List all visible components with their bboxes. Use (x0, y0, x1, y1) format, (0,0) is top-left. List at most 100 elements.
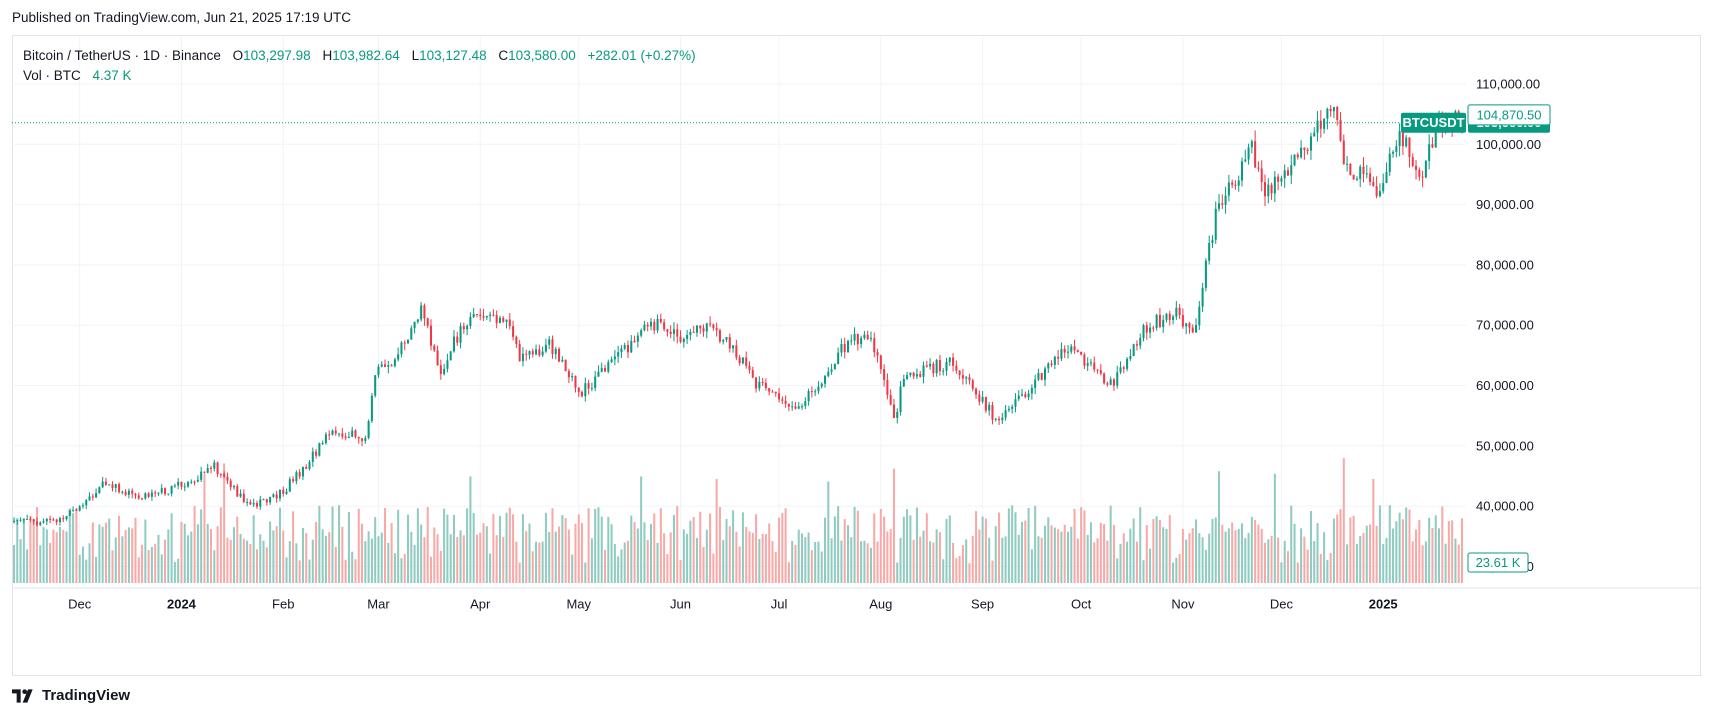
legend-close-value: 103,580.00 (508, 48, 576, 63)
chart-frame[interactable] (12, 35, 1701, 676)
volume-bar (292, 511, 295, 583)
volume-bar (1260, 528, 1263, 583)
candle-body (242, 493, 245, 503)
volume-bar (1014, 512, 1017, 583)
candle-body (305, 467, 308, 469)
volume-bar (193, 506, 196, 583)
volume-bar (984, 518, 987, 583)
candle-body (209, 467, 213, 469)
volume-bar (1132, 518, 1135, 583)
volume-bar (981, 516, 984, 583)
candle-body (892, 404, 895, 419)
candle-body (794, 406, 797, 409)
volume-bar (278, 507, 281, 583)
candle-body (558, 348, 561, 362)
volume-bar (866, 543, 869, 583)
volume-bar (1411, 541, 1414, 583)
candle-body (1257, 167, 1260, 169)
candle-body (1260, 168, 1263, 183)
candle-body (255, 503, 258, 507)
candle-body (610, 359, 613, 363)
volume-bar (1211, 518, 1214, 583)
volume-bar (180, 522, 183, 583)
date-axis-label: Aug (869, 597, 892, 612)
volume-bar (1277, 537, 1280, 583)
candle-body (968, 377, 971, 381)
candle-body (695, 325, 698, 333)
volume-bar (942, 559, 945, 583)
volume-bar (991, 560, 994, 583)
candle-body (1172, 316, 1175, 320)
volume-bar (892, 468, 895, 583)
candle-body (1221, 203, 1224, 205)
volume-bar (492, 514, 495, 583)
candle-body (1034, 379, 1037, 388)
candle-body (1237, 180, 1240, 186)
volume-bar (1021, 521, 1024, 583)
volume-bar (1267, 539, 1270, 583)
candle-body (587, 383, 590, 389)
volume-bar (502, 536, 505, 583)
candle-body (541, 351, 544, 356)
volume-bar (1362, 532, 1365, 583)
candle-body (1300, 147, 1303, 158)
candle-body (1132, 344, 1135, 357)
candle-body (390, 365, 393, 367)
price-axis-label: 80,000.00 (1476, 257, 1534, 272)
candle-body (646, 324, 649, 327)
volume-bar (1359, 535, 1362, 583)
volume-bar (131, 528, 134, 583)
candle-body (521, 353, 524, 362)
candle-body (324, 434, 327, 444)
volume-bar (190, 531, 193, 583)
candle-body (1129, 356, 1132, 359)
volume-bar (814, 541, 817, 583)
volume-bar (1388, 505, 1391, 583)
candle-body (1326, 108, 1329, 119)
candle-body (108, 484, 111, 486)
candle-body (935, 360, 938, 374)
volume-bar (1076, 538, 1079, 583)
candle-body (955, 365, 958, 371)
candle-body (656, 318, 659, 331)
legend-volume-label: Vol · BTC (23, 68, 81, 83)
volume-bar (1053, 527, 1056, 583)
volume-bar (1434, 515, 1437, 583)
candle-body (873, 338, 876, 353)
candle-body (239, 493, 242, 497)
volume-bar (564, 518, 567, 583)
candle-body (111, 484, 114, 488)
volume-bar (1099, 522, 1102, 583)
candle-body (1188, 323, 1191, 328)
candle-body (81, 505, 84, 507)
volume-bar (1011, 505, 1014, 583)
tradingview-brand[interactable]: TradingView (42, 687, 131, 704)
volume-bar (764, 534, 767, 583)
volume-bar (1398, 512, 1401, 583)
volume-bar (85, 559, 88, 583)
volume-bar (745, 527, 748, 583)
candle-body (213, 462, 216, 469)
volume-bar (1454, 538, 1457, 583)
volume-bar (390, 523, 393, 583)
volume-bar (68, 508, 71, 583)
volume-bar (321, 529, 324, 583)
volume-bar (108, 518, 111, 583)
candle-body (732, 345, 735, 349)
volume-bar (170, 513, 173, 583)
volume-bar (686, 533, 689, 583)
candle-body (200, 471, 203, 480)
candle-body (604, 368, 607, 372)
legend-pair: Bitcoin / TetherUS · 1D · Binance (23, 48, 221, 63)
volume-tag-text: 23.61 K (1476, 555, 1521, 570)
date-axis-label: 2024 (167, 597, 197, 612)
volume-bar (584, 562, 587, 583)
volume-bar (259, 534, 262, 583)
candle-body (745, 357, 748, 366)
volume-bar (308, 559, 311, 583)
candle-body (433, 345, 436, 351)
volume-bar (896, 562, 899, 583)
volume-bar (196, 524, 199, 583)
candle-body (1152, 327, 1155, 329)
